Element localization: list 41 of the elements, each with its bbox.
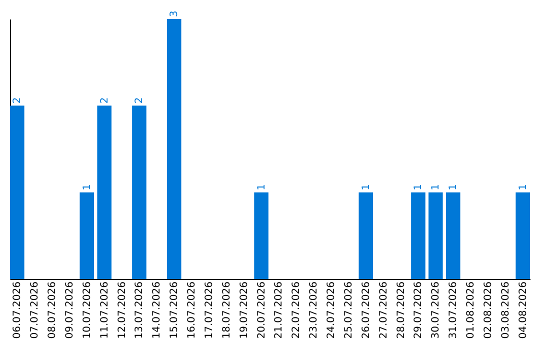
data-label: 3 — [169, 10, 180, 17]
x-tick-label: 31.07.2026 — [448, 282, 460, 339]
x-tick-label: 14.07.2026 — [152, 282, 163, 339]
data-label: 1 — [413, 184, 424, 190]
x-tick-label: 16.07.2026 — [186, 282, 198, 339]
data-label: 1 — [430, 184, 442, 190]
x-tick-label: 23.07.2026 — [308, 282, 320, 339]
x-tick-label: 15.07.2026 — [169, 282, 180, 339]
x-tick-label: 21.07.2026 — [274, 282, 285, 339]
x-tick-label: 03.08.2026 — [500, 282, 512, 339]
x-tick-label: 04.08.2026 — [518, 282, 529, 339]
x-tick-label: 18.07.2026 — [221, 282, 232, 339]
data-label: 2 — [12, 97, 24, 104]
x-tick-label: 17.07.2026 — [204, 282, 215, 339]
x-tick-label: 08.07.2026 — [47, 282, 58, 339]
x-tick-label: 24.07.2026 — [326, 282, 338, 339]
x-tick-label: 25.07.2026 — [343, 282, 354, 339]
x-tick-label: 22.07.2026 — [291, 282, 302, 339]
x-tick-label: 11.07.2026 — [99, 282, 110, 339]
data-label: 1 — [82, 184, 93, 190]
data-label: 1 — [256, 184, 268, 190]
x-tick-label: 19.07.2026 — [238, 282, 250, 339]
data-label: 1 — [360, 184, 372, 190]
x-tick-label: 29.07.2026 — [413, 282, 424, 339]
x-tick-label: 01.08.2026 — [466, 282, 477, 339]
data-label: 2 — [134, 97, 146, 104]
x-tick-label: 10.07.2026 — [82, 282, 93, 339]
data-label: 1 — [518, 184, 529, 190]
x-tick-label: 27.07.2026 — [378, 282, 390, 339]
x-tick-label: 02.08.2026 — [482, 282, 494, 339]
x-tick-label: 30.07.2026 — [430, 282, 442, 339]
x-tick-label: 12.07.2026 — [116, 282, 128, 339]
x-tick-label: 20.07.2026 — [256, 282, 268, 339]
x-tick-label: 28.07.2026 — [396, 282, 407, 339]
x-tick-label: 06.07.2026 — [12, 282, 24, 339]
x-tick-label: 13.07.2026 — [134, 282, 146, 339]
data-label: 1 — [448, 184, 460, 190]
x-tick-label: 07.07.2026 — [30, 282, 41, 339]
data-label: 2 — [99, 97, 110, 104]
x-tick-label: 26.07.2026 — [360, 282, 372, 339]
x-tick-label: 09.07.2026 — [64, 282, 76, 339]
